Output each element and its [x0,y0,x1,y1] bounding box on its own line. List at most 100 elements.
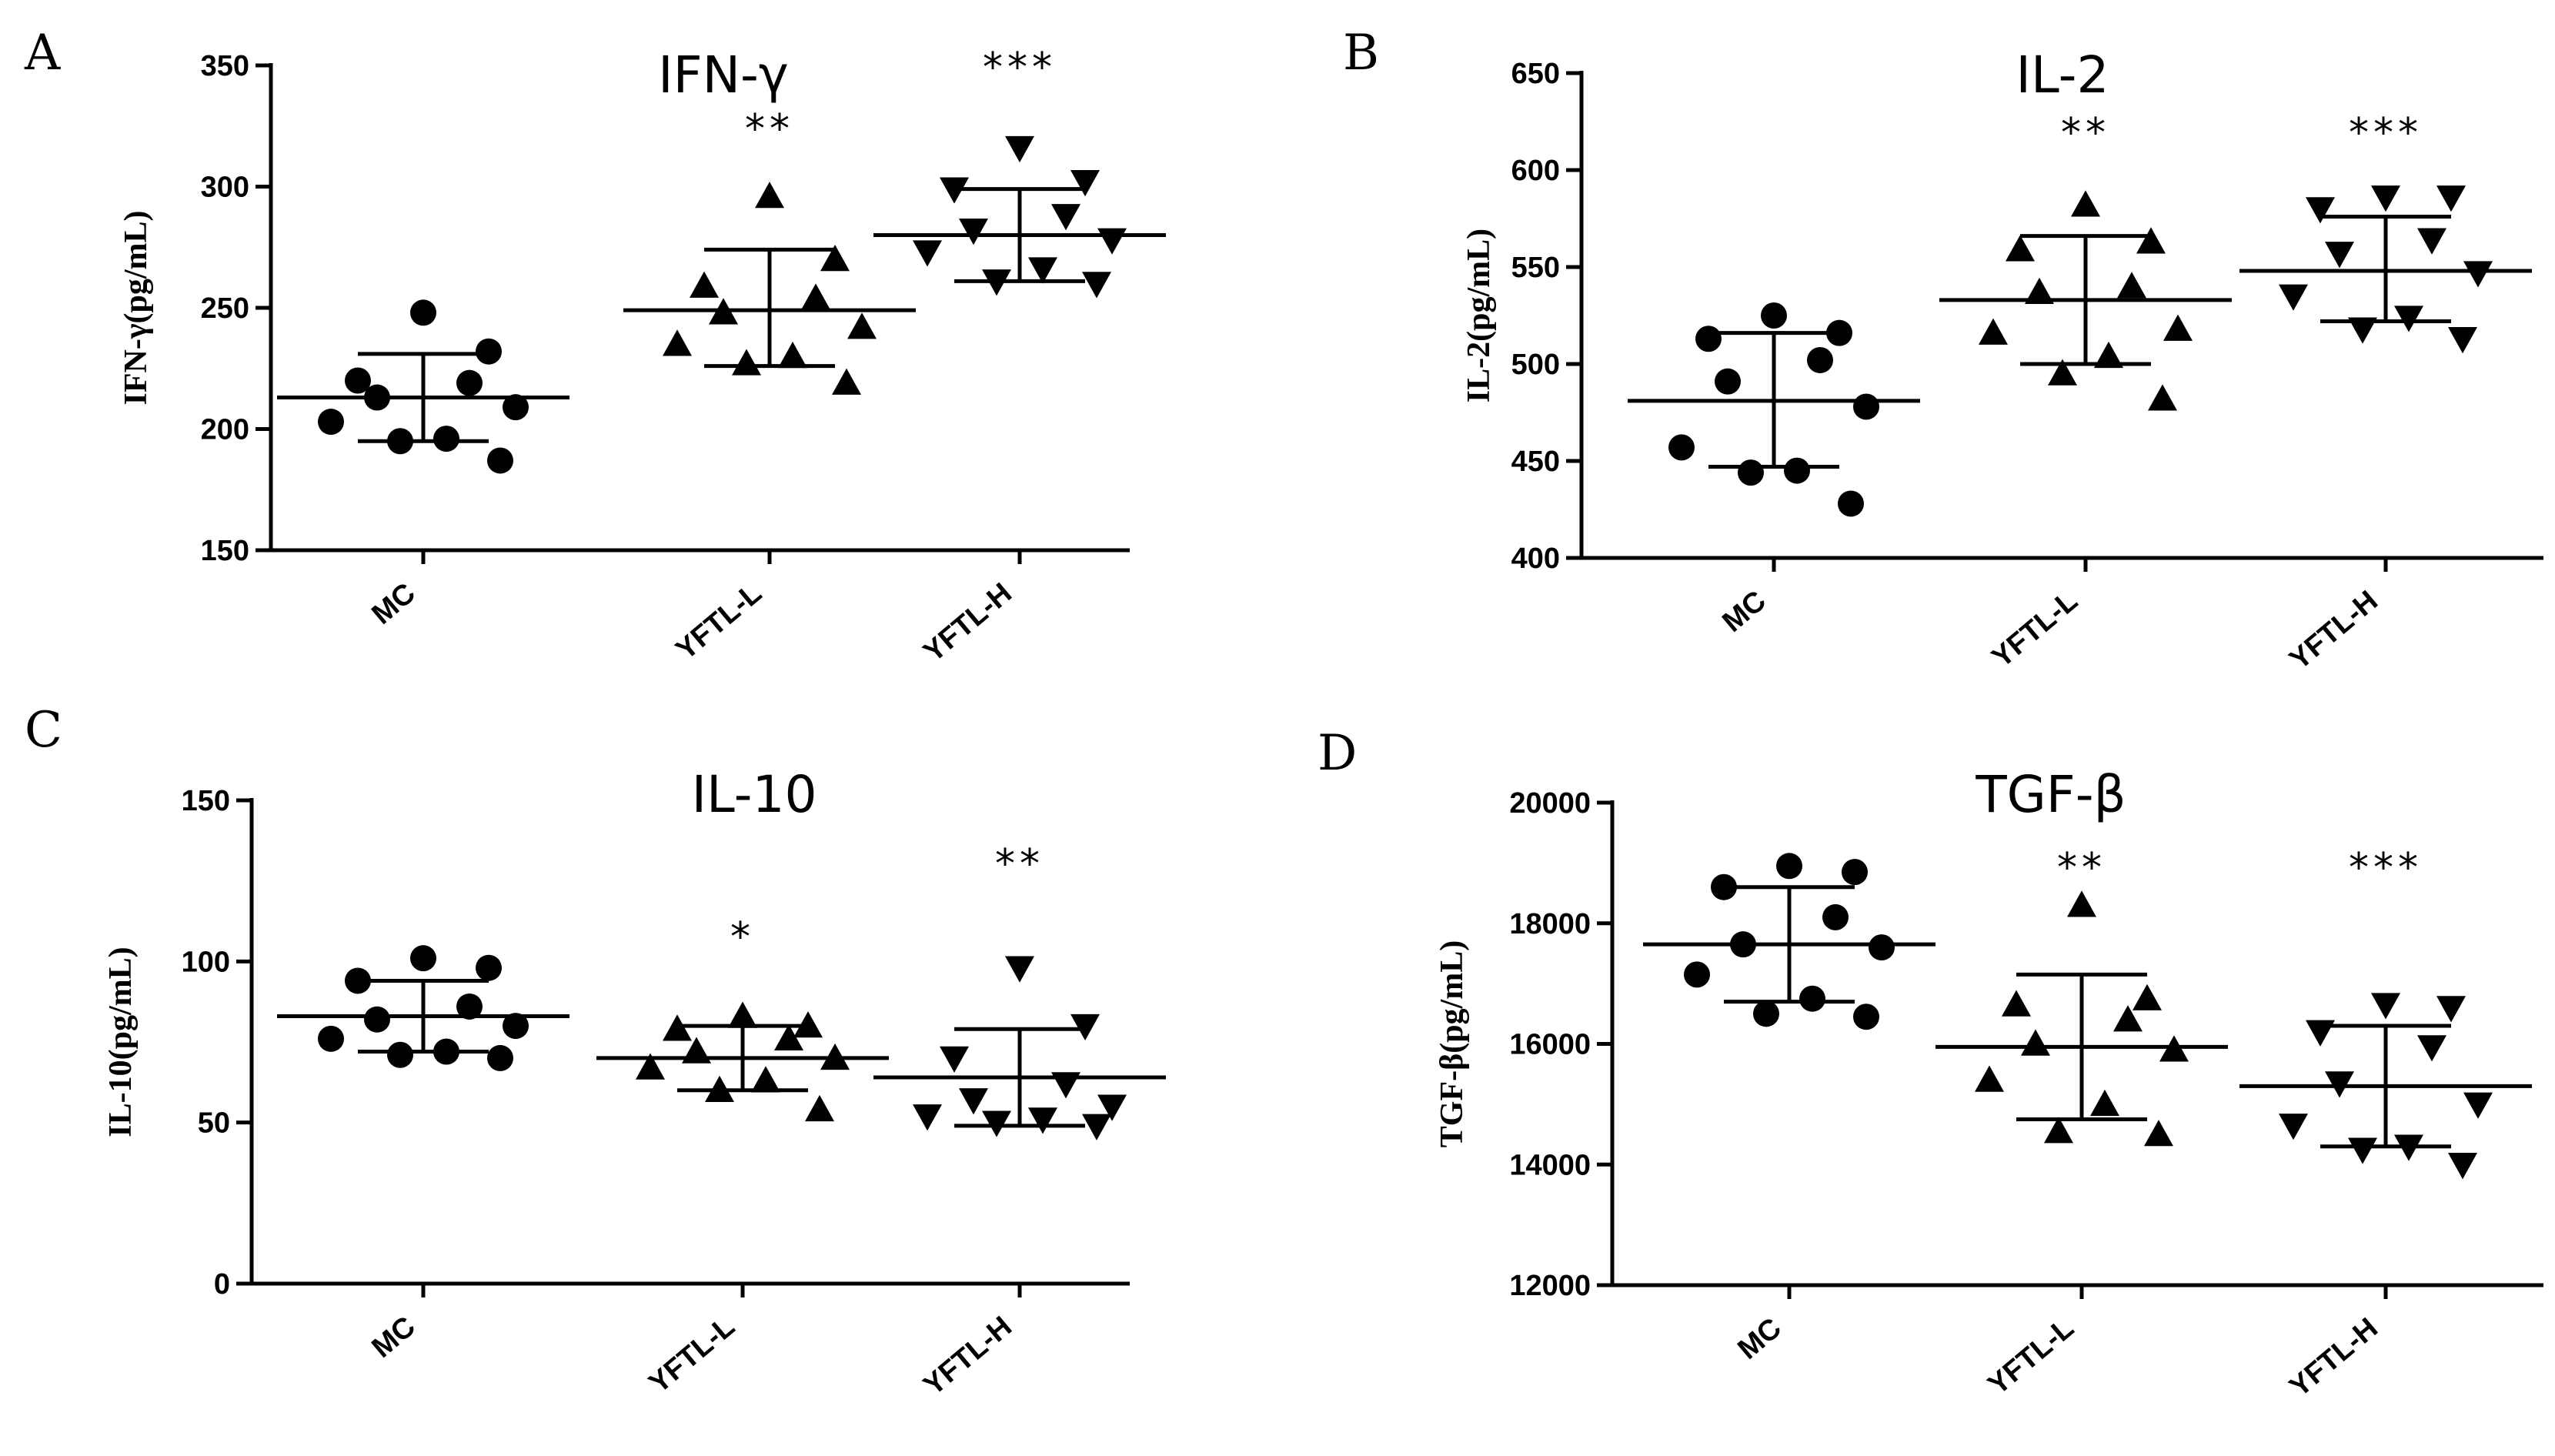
x-category-label: YFTL-H [917,1311,1017,1402]
data-point [2025,277,2054,304]
y-tick-label: 100 [182,946,230,978]
x-category-label: YFTL-L [670,577,768,666]
y-tick-label: 16000 [1509,1029,1591,1061]
data-point [1082,272,1111,299]
x-category-label: YFTL-L [643,1311,741,1400]
chart-title: IL-10 [692,765,817,824]
series-yftl-l: ** [623,106,916,395]
data-point [318,1025,344,1052]
series-yftl-h: *** [873,45,1166,299]
data-point [2148,384,2177,411]
panel-letter: B [1343,25,1379,82]
data-point [847,312,877,339]
data-point [1869,934,1895,961]
x-category-label: YFTL-L [1982,1312,2080,1401]
series-yftl-l: ** [1935,845,2228,1147]
data-point [940,1046,969,1073]
data-point [1853,393,1879,420]
data-point [820,1043,850,1070]
chart-panel-a: A IFN-γ IFN-γ(pg/mL) 150 200 250 300 350 MC YFTL-… [24,25,1166,669]
series-mc [1628,302,1920,517]
series-mc [277,945,569,1071]
data-point [1070,1014,1100,1041]
data-point [2006,235,2035,262]
data-point [982,269,1011,296]
chart-title: IL-2 [2016,45,2109,105]
data-point [487,1044,513,1071]
data-point [2306,1020,2335,1047]
data-point [2136,227,2166,254]
panel-letter: A [24,25,61,82]
y-tick-label: 400 [1511,543,1560,575]
data-point [456,369,483,396]
data-point [476,338,502,365]
data-point [1975,1065,2004,1092]
data-point [959,219,988,245]
data-point [820,245,850,272]
y-axis-label: IL-10(pg/mL) [103,947,139,1137]
data-point [1695,326,1722,352]
x-category-label: YFTL-H [917,577,1017,669]
data-point [476,954,502,981]
data-point [801,283,830,310]
x-category-label: YFTL-H [2283,585,2383,676]
data-point [2306,197,2335,224]
data-point [663,329,692,356]
y-tick-label: 12000 [1509,1270,1591,1302]
data-point [2436,185,2466,212]
data-point [364,1006,390,1033]
data-point [2117,272,2146,299]
data-point [1082,1114,1111,1140]
data-point [2048,359,2077,386]
y-tick-label: 450 [1511,446,1560,478]
data-point [503,1013,529,1040]
data-point [2279,284,2308,311]
data-point [1684,961,1710,988]
data-point [2133,983,2162,1010]
data-point [410,299,436,326]
data-point [1715,368,1741,395]
x-category-label: YFTL-L [1986,585,2084,674]
data-point [805,1094,834,1122]
data-point [1842,859,1868,886]
chart-panel-d: D TGF-β TGF-β(pg/mL) 12000 14000 16000 18000 20… [1318,725,2543,1404]
data-point [2371,185,2400,212]
data-point [456,993,483,1020]
data-point [1028,257,1057,284]
data-point [2144,1120,2173,1147]
data-point [682,1037,711,1064]
data-point [1711,873,1737,900]
data-point [2436,996,2466,1023]
data-point [1822,903,1849,930]
significance-label: * [730,914,755,960]
y-tick-label: 650 [1511,58,1560,90]
data-point [774,1024,803,1051]
data-point [487,447,513,474]
significance-label: *** [983,45,1057,91]
y-tick-label: 50 [198,1107,230,1140]
x-category-label: MC [1732,1312,1788,1366]
y-tick-label: 300 [201,172,249,204]
data-point [1753,1000,1779,1027]
y-tick-label: 200 [201,414,249,446]
data-point [318,409,344,436]
data-point [1853,1004,1879,1030]
data-point [2394,306,2423,332]
panel-letter: C [25,702,62,759]
data-point [1799,985,1825,1012]
data-point [2463,261,2493,288]
data-point [2279,1114,2308,1140]
data-point [1738,459,1764,486]
y-tick-label: 250 [201,292,249,325]
data-point [913,240,942,267]
y-tick-label: 600 [1511,155,1560,187]
x-category-label: MC [1717,585,1772,639]
data-point [1028,1107,1057,1134]
data-point [2417,1035,2446,1062]
data-point [1097,1094,1127,1121]
data-point [832,368,861,395]
data-point [1051,204,1080,231]
series-yftl-h: *** [2239,845,2532,1180]
data-point [913,1104,942,1131]
